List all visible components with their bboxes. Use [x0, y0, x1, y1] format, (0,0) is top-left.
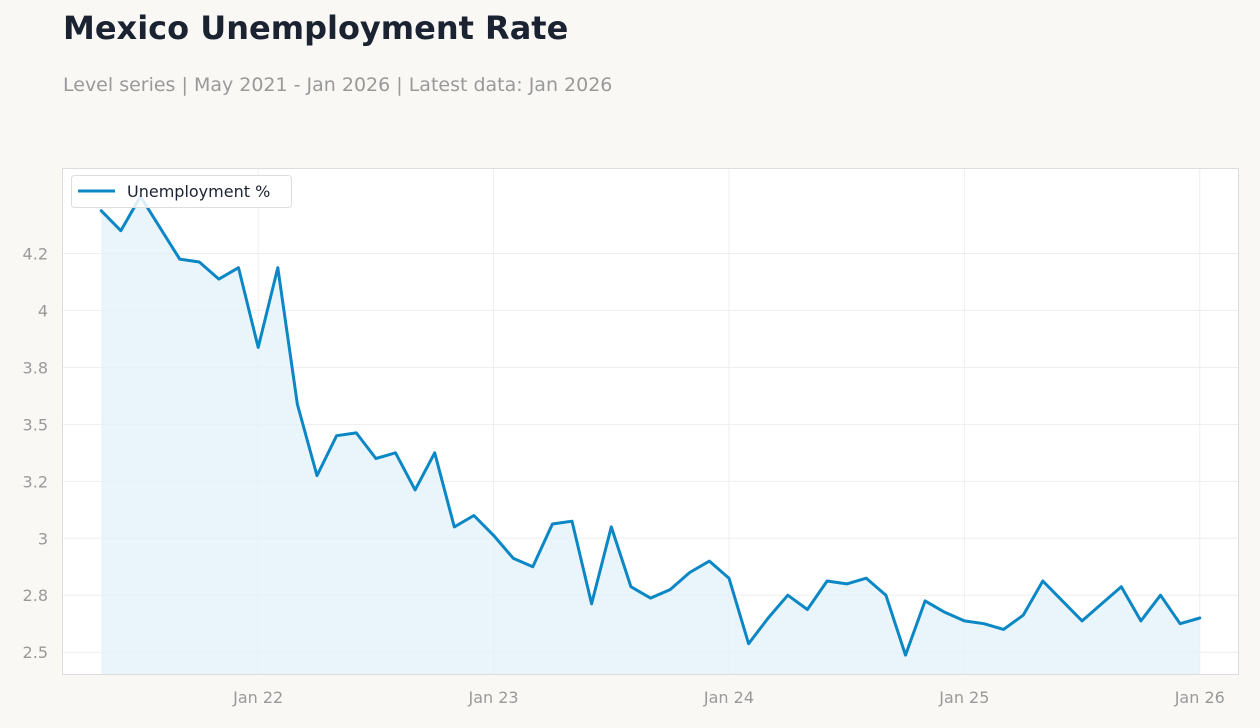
data-point — [472, 514, 476, 517]
data-point — [512, 557, 515, 560]
data-point — [806, 608, 809, 611]
data-point — [923, 599, 927, 603]
data-point — [100, 209, 103, 212]
x-tick-label: Jan 23 — [468, 688, 519, 707]
x-tick-label: Jan 22 — [232, 688, 283, 707]
data-point — [649, 596, 652, 600]
y-tick-label: 4 — [38, 301, 48, 320]
x-tick-label: Jan 25 — [938, 688, 989, 707]
data-point — [1100, 602, 1103, 605]
data-point — [1022, 614, 1025, 617]
data-point — [158, 226, 162, 229]
data-point — [355, 431, 358, 435]
data-point — [198, 260, 201, 264]
data-point — [767, 616, 770, 620]
data-point — [492, 534, 495, 537]
y-tick-label: 3.8 — [23, 358, 48, 377]
x-tick-label: Jan 26 — [1174, 688, 1225, 707]
data-point — [884, 594, 888, 597]
y-tick-label: 2.8 — [23, 586, 48, 605]
data-point — [825, 579, 829, 583]
data-point — [315, 474, 319, 477]
data-point — [1041, 579, 1045, 583]
legend-box — [71, 175, 292, 208]
data-point — [1002, 628, 1005, 631]
chart-title: Mexico Unemployment Rate — [63, 9, 569, 47]
data-point — [727, 577, 731, 580]
data-point — [963, 619, 966, 623]
plot-frame — [62, 168, 1239, 675]
data-point — [276, 266, 279, 269]
data-point — [1139, 619, 1143, 623]
data-point — [845, 582, 848, 586]
data-point — [374, 457, 378, 460]
data-point — [453, 525, 456, 529]
y-tick-label: 2.5 — [23, 643, 48, 662]
y-tick-label: 3 — [38, 529, 48, 548]
data-point — [610, 525, 613, 529]
data-point — [1178, 622, 1182, 625]
y-tick-label: 4.2 — [23, 244, 48, 263]
data-point — [178, 257, 181, 261]
data-point — [296, 403, 299, 406]
data-point — [1198, 616, 1202, 620]
data-point — [708, 559, 711, 563]
data-point — [1120, 585, 1123, 588]
data-point — [865, 577, 868, 580]
legend-label: Unemployment % — [127, 182, 270, 201]
data-point — [629, 585, 633, 588]
data-point — [943, 611, 946, 614]
data-point — [982, 622, 986, 625]
y-tick-label: 3.5 — [23, 415, 48, 434]
data-point — [237, 266, 240, 269]
data-point — [1080, 619, 1084, 623]
data-point — [786, 594, 789, 597]
data-point — [904, 653, 907, 657]
chart-subtitle: Level series | May 2021 - Jan 2026 | Lat… — [63, 74, 613, 96]
data-point — [570, 520, 574, 523]
data-point — [413, 488, 417, 492]
data-point — [668, 588, 672, 591]
data-point — [119, 229, 123, 232]
data-point — [1061, 599, 1064, 603]
y-tick-label: 3.2 — [23, 472, 48, 491]
data-point — [590, 602, 593, 605]
data-point — [394, 451, 397, 454]
data-point — [433, 451, 436, 454]
data-point — [1159, 594, 1162, 597]
data-point — [688, 571, 691, 574]
data-point — [551, 522, 554, 526]
data-point — [531, 565, 534, 568]
x-tick-label: Jan 24 — [703, 688, 754, 707]
data-point — [217, 277, 221, 281]
data-point — [335, 434, 338, 437]
data-point — [747, 642, 750, 645]
series-area-fill — [101, 196, 1200, 675]
data-point — [257, 346, 260, 349]
